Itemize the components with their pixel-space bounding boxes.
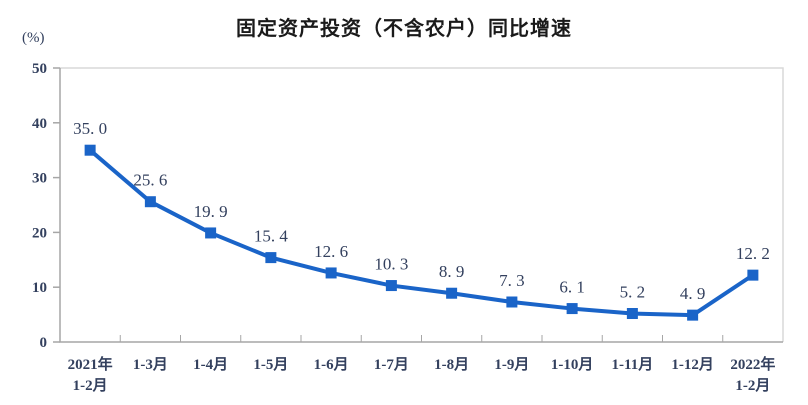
data-point-marker bbox=[84, 144, 96, 156]
x-axis-label: 1-6月 bbox=[314, 356, 349, 373]
data-point-marker bbox=[144, 196, 156, 208]
data-point-marker bbox=[385, 280, 397, 292]
chart-title: 固定资产投资（不含农户）同比增速 bbox=[236, 18, 572, 40]
data-label: 5. 2 bbox=[620, 283, 646, 302]
data-label: 15. 4 bbox=[254, 227, 289, 246]
series-line bbox=[88, 148, 755, 318]
data-label: 25. 6 bbox=[133, 171, 167, 190]
axis-line bbox=[59, 68, 783, 343]
data-label: 19. 9 bbox=[194, 202, 228, 221]
data-point-marker bbox=[747, 269, 759, 281]
x-axis-label: 1-10月 bbox=[551, 356, 594, 373]
x-axis-label: 1-2月 bbox=[73, 377, 108, 394]
y-axis-unit-label: (%) bbox=[22, 30, 45, 46]
data-point-marker bbox=[325, 267, 337, 279]
y-tick-label: 20 bbox=[32, 225, 47, 241]
y-tick-label: 10 bbox=[32, 280, 47, 296]
data-label: 12. 6 bbox=[314, 242, 348, 261]
data-label: 4. 9 bbox=[680, 284, 706, 303]
data-point-marker bbox=[205, 227, 217, 239]
data-point-marker bbox=[626, 308, 638, 320]
x-axis-label: 2021年 bbox=[68, 355, 113, 373]
data-label: 12. 2 bbox=[736, 244, 770, 263]
x-axis-label: 1-5月 bbox=[253, 356, 288, 373]
x-axis-label: 2022年 bbox=[730, 355, 775, 373]
x-axis-label: 1-8月 bbox=[434, 356, 469, 373]
data-label: 8. 9 bbox=[439, 262, 465, 281]
x-axis-label: 1-11月 bbox=[612, 356, 654, 373]
data-point-marker bbox=[687, 309, 699, 321]
x-axis-label: 1-3月 bbox=[133, 356, 168, 373]
x-axis-label: 1-9月 bbox=[494, 356, 529, 373]
data-label: 10. 3 bbox=[374, 255, 408, 274]
y-tick-label: 50 bbox=[32, 61, 47, 77]
y-tick-label: 0 bbox=[40, 335, 48, 351]
x-axis-label: 1-7月 bbox=[374, 356, 409, 373]
data-point-marker bbox=[566, 303, 578, 315]
data-point-marker bbox=[506, 296, 518, 308]
x-axis-label: 1-12月 bbox=[671, 356, 714, 373]
x-axis-label: 1-4月 bbox=[193, 356, 228, 373]
data-point-marker bbox=[265, 252, 277, 264]
data-point-marker bbox=[446, 287, 458, 299]
y-tick-label: 30 bbox=[32, 171, 47, 187]
data-label: 7. 3 bbox=[499, 271, 525, 290]
x-axis-label: 1-2月 bbox=[735, 377, 770, 394]
plot-border bbox=[60, 67, 784, 342]
data-label: 6. 1 bbox=[559, 278, 585, 297]
data-label: 35. 0 bbox=[73, 119, 107, 138]
y-tick-label: 40 bbox=[32, 116, 47, 132]
